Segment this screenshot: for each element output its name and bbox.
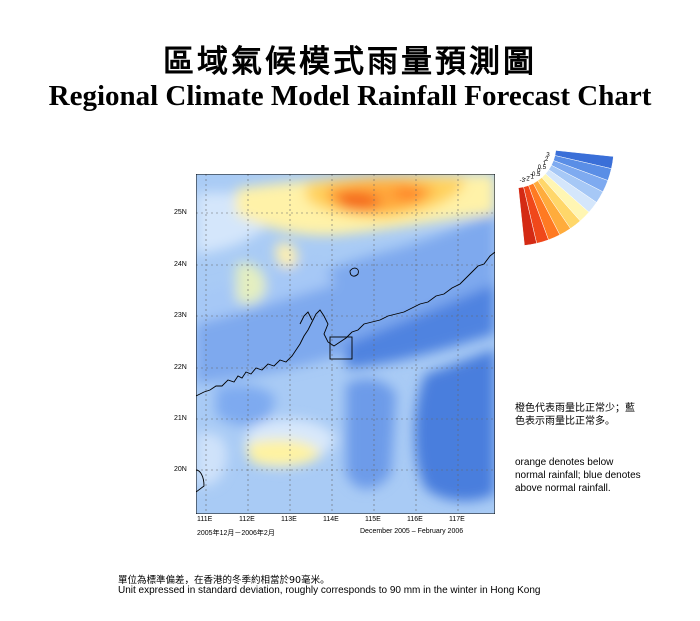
lat-label-22n: 22N [174,364,187,371]
lat-label-21n: 21N [174,415,187,422]
legend-tick-label: 0.5 [538,165,547,171]
period-label-english: December 2005 – February 2006 [360,528,464,535]
legend-note-chinese: 橙色代表雨量比正常少；藍色表示雨量比正常多。 [515,403,635,427]
legend-tick-label: -2 [524,177,530,183]
legend-wedge [518,186,537,246]
rainfall-forecast-map [196,174,495,514]
hong-kong-box [329,336,353,360]
lon-label-111e: 111E [197,516,213,523]
legend-tick-label: 2 [545,157,549,163]
unit-note-english: Unit expressed in standard deviation, ro… [118,585,541,596]
lat-label-20n: 20N [174,466,187,473]
legend-note-english: orange denotes below normal rainfall; bl… [515,457,641,494]
legend-tick-label: 1 [543,161,547,167]
legend-tick-label: -3 [520,178,526,184]
lon-label-113e: 113E [281,516,297,523]
color-scale-legend: 3 2 1 0.5 0 -0.5 -1 -2 -3 [508,138,618,248]
lon-label-116e: 116E [407,516,423,523]
legend-tick-label: 0 [537,169,541,175]
lon-label-117e: 117E [449,516,465,523]
anomaly-field [196,174,495,501]
coastline [196,251,495,493]
period-label-chinese: 2005年12月－2006年2月 [197,530,275,537]
unit-note-chinese: 單位為標準偏差，在香港的冬季約相當於90毫米。 [118,575,330,586]
lat-label-25n: 25N [174,209,187,216]
legend-tick-label: 3 [546,152,550,158]
lat-label-23n: 23N [174,312,187,319]
lon-label-114e: 114E [323,516,339,523]
lat-label-24n: 24N [174,261,187,268]
lon-label-115e: 115E [365,516,381,523]
legend-tick-label: -0.5 [530,172,541,178]
map-svg [196,174,495,514]
lon-label-112e: 112E [239,516,255,523]
map-gridlines [196,174,495,514]
page-title-english: Regional Climate Model Rainfall Forecast… [48,80,652,112]
legend-tick-label: -1 [529,174,535,180]
page-title-chinese: 區域氣候模式雨量預測圖 [163,44,537,80]
